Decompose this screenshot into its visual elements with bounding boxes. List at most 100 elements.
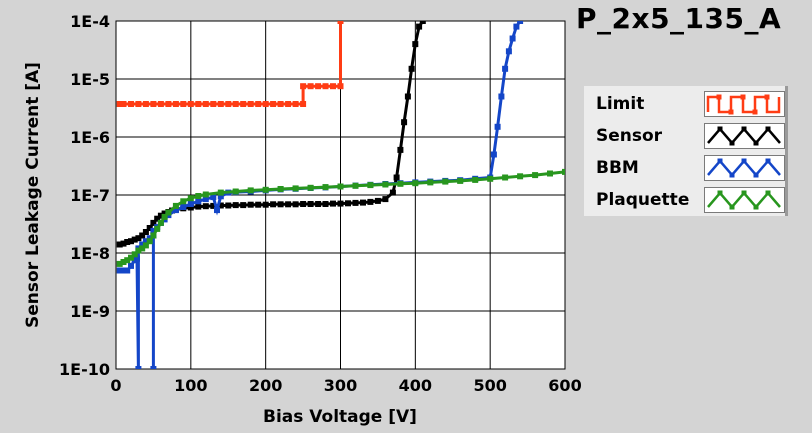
legend-marker	[765, 158, 771, 164]
data-point-limit	[322, 83, 329, 90]
data-point-sensor	[135, 235, 142, 242]
data-point-limit	[232, 101, 239, 107]
data-point-bbm	[142, 238, 149, 245]
data-point-sensor	[408, 65, 415, 72]
data-point-bbm	[124, 267, 131, 274]
data-point-limit	[195, 101, 202, 107]
data-point-bbm	[150, 227, 157, 234]
data-point-sensor	[277, 201, 284, 208]
data-point-bbm	[509, 35, 516, 42]
data-point-plaquette	[262, 186, 269, 193]
data-point-bbm	[180, 204, 187, 210]
data-point-bbm	[505, 48, 512, 55]
data-point-limit	[285, 101, 292, 107]
x-tick-label: 0	[110, 376, 121, 395]
data-point-sensor	[393, 174, 400, 181]
data-point-limit	[270, 101, 277, 107]
data-point-bbm	[490, 151, 497, 158]
data-point-sensor	[382, 196, 389, 203]
data-point-sensor	[307, 201, 314, 207]
legend-label: Sensor	[596, 126, 663, 146]
data-point-bbm	[214, 207, 220, 214]
legend-label: Limit	[596, 94, 645, 114]
legend-item-sensor[interactable]: Sensor	[596, 121, 785, 151]
data-point-plaquette	[487, 175, 494, 182]
legend-marker	[741, 126, 747, 132]
data-point-sensor	[124, 239, 131, 245]
data-point-sensor	[202, 203, 209, 210]
legend-marker	[753, 204, 759, 210]
legend-marker	[765, 190, 771, 196]
legend-marker	[764, 94, 770, 100]
data-point-sensor	[116, 241, 123, 248]
data-point-plaquette	[322, 184, 329, 191]
data-point-plaquette	[128, 254, 134, 261]
legend-marker	[765, 126, 771, 132]
data-point-plaquette	[172, 202, 179, 209]
data-point-plaquette	[397, 180, 404, 187]
data-point-limit	[300, 101, 307, 107]
legend-item-plaquette[interactable]: Plaquette	[596, 185, 785, 215]
legend-marker	[717, 126, 723, 132]
data-point-plaquette	[472, 176, 479, 183]
data-point-bbm	[139, 241, 146, 248]
data-point-limit	[128, 101, 134, 107]
data-point-plaquette	[124, 257, 131, 264]
data-point-bbm	[498, 93, 505, 100]
data-point-sensor	[285, 201, 292, 208]
data-point-limit	[202, 101, 209, 107]
data-point-sensor	[292, 201, 299, 208]
data-point-sensor	[128, 238, 134, 245]
data-point-limit	[307, 83, 314, 90]
data-point-sensor	[352, 199, 359, 206]
x-axis-label: Bias Voltage [V]	[263, 407, 417, 427]
data-point-plaquette	[442, 178, 449, 185]
data-point-sensor	[210, 202, 217, 209]
data-point-limit	[150, 101, 157, 107]
data-point-bbm	[502, 65, 509, 72]
data-point-plaquette	[412, 180, 419, 187]
y-tick-label: 1E-10	[59, 360, 110, 379]
data-point-limit	[262, 101, 269, 107]
data-point-limit	[217, 101, 224, 107]
legend-swatch-sensor	[704, 123, 785, 149]
data-point-limit	[225, 101, 232, 107]
data-point-plaquette	[131, 251, 138, 258]
data-point-sensor	[217, 202, 224, 209]
legend-marker	[740, 94, 746, 100]
data-point-plaquette	[457, 177, 464, 184]
legend-label: Plaquette	[596, 190, 690, 210]
data-point-sensor	[367, 198, 374, 205]
data-point-limit	[157, 101, 164, 107]
data-point-sensor	[397, 146, 404, 153]
data-point-plaquette	[154, 225, 161, 232]
data-point-sensor	[247, 201, 254, 208]
data-point-sensor	[270, 201, 277, 208]
data-point-limit	[165, 101, 172, 107]
legend: Limit Sensor BBM Plaquette	[584, 86, 788, 216]
legend-item-limit[interactable]: Limit	[596, 89, 785, 119]
data-point-plaquette	[502, 174, 509, 181]
y-tick-label: 1E-5	[70, 70, 110, 89]
data-point-limit	[255, 101, 262, 107]
data-point-limit	[135, 101, 142, 107]
y-tick-label: 1E-8	[70, 244, 110, 263]
legend-marker	[741, 190, 747, 196]
data-point-sensor	[337, 200, 344, 207]
legend-item-bbm[interactable]: BBM	[596, 153, 785, 183]
y-tick-label: 1E-9	[70, 302, 110, 321]
data-point-bbm	[187, 201, 194, 207]
data-point-sensor	[240, 202, 247, 209]
data-point-sensor	[262, 201, 269, 208]
chart-title: P_2x5_135_A	[576, 2, 782, 35]
data-point-limit	[142, 101, 149, 107]
data-point-plaquette	[232, 188, 239, 195]
data-point-plaquette	[135, 247, 142, 254]
data-point-plaquette	[120, 259, 127, 265]
data-point-sensor	[142, 229, 149, 235]
y-tick-label: 1E-4	[70, 12, 110, 31]
data-point-plaquette	[165, 209, 172, 216]
x-tick-label: 200	[249, 376, 282, 395]
data-point-sensor	[315, 201, 322, 207]
data-point-bbm	[513, 23, 520, 30]
